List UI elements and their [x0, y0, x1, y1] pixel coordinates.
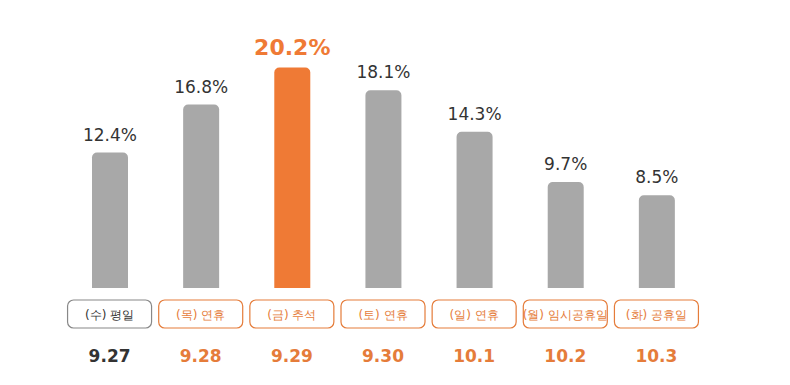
svg-text:(화) 공휴일: (화) 공휴일 — [626, 308, 687, 322]
svg-text:10.2: 10.2 — [544, 346, 586, 366]
svg-text:(월) 임시공휴일: (월) 임시공휴일 — [523, 308, 608, 322]
svg-text:16.8%: 16.8% — [174, 77, 228, 97]
svg-text:(일) 연휴: (일) 연휴 — [450, 308, 499, 322]
svg-text:9.30: 9.30 — [362, 346, 404, 366]
svg-text:9.7%: 9.7% — [544, 154, 587, 174]
svg-text:18.1%: 18.1% — [356, 62, 410, 82]
svg-text:9.27: 9.27 — [89, 346, 131, 366]
svg-text:(토) 연휴: (토) 연휴 — [358, 308, 407, 322]
svg-text:14.3%: 14.3% — [448, 104, 502, 124]
svg-text:20.2%: 20.2% — [254, 35, 330, 60]
svg-text:(금) 추석: (금) 추석 — [267, 308, 316, 322]
svg-text:10.1: 10.1 — [453, 346, 495, 366]
svg-text:8.5%: 8.5% — [635, 167, 678, 187]
svg-text:(수) 평일: (수) 평일 — [85, 308, 134, 322]
svg-text:10.3: 10.3 — [635, 346, 677, 366]
svg-text:9.29: 9.29 — [271, 346, 313, 366]
svg-text:(목) 연휴: (목) 연휴 — [176, 308, 225, 322]
svg-text:12.4%: 12.4% — [83, 125, 137, 145]
svg-text:9.28: 9.28 — [180, 346, 222, 366]
